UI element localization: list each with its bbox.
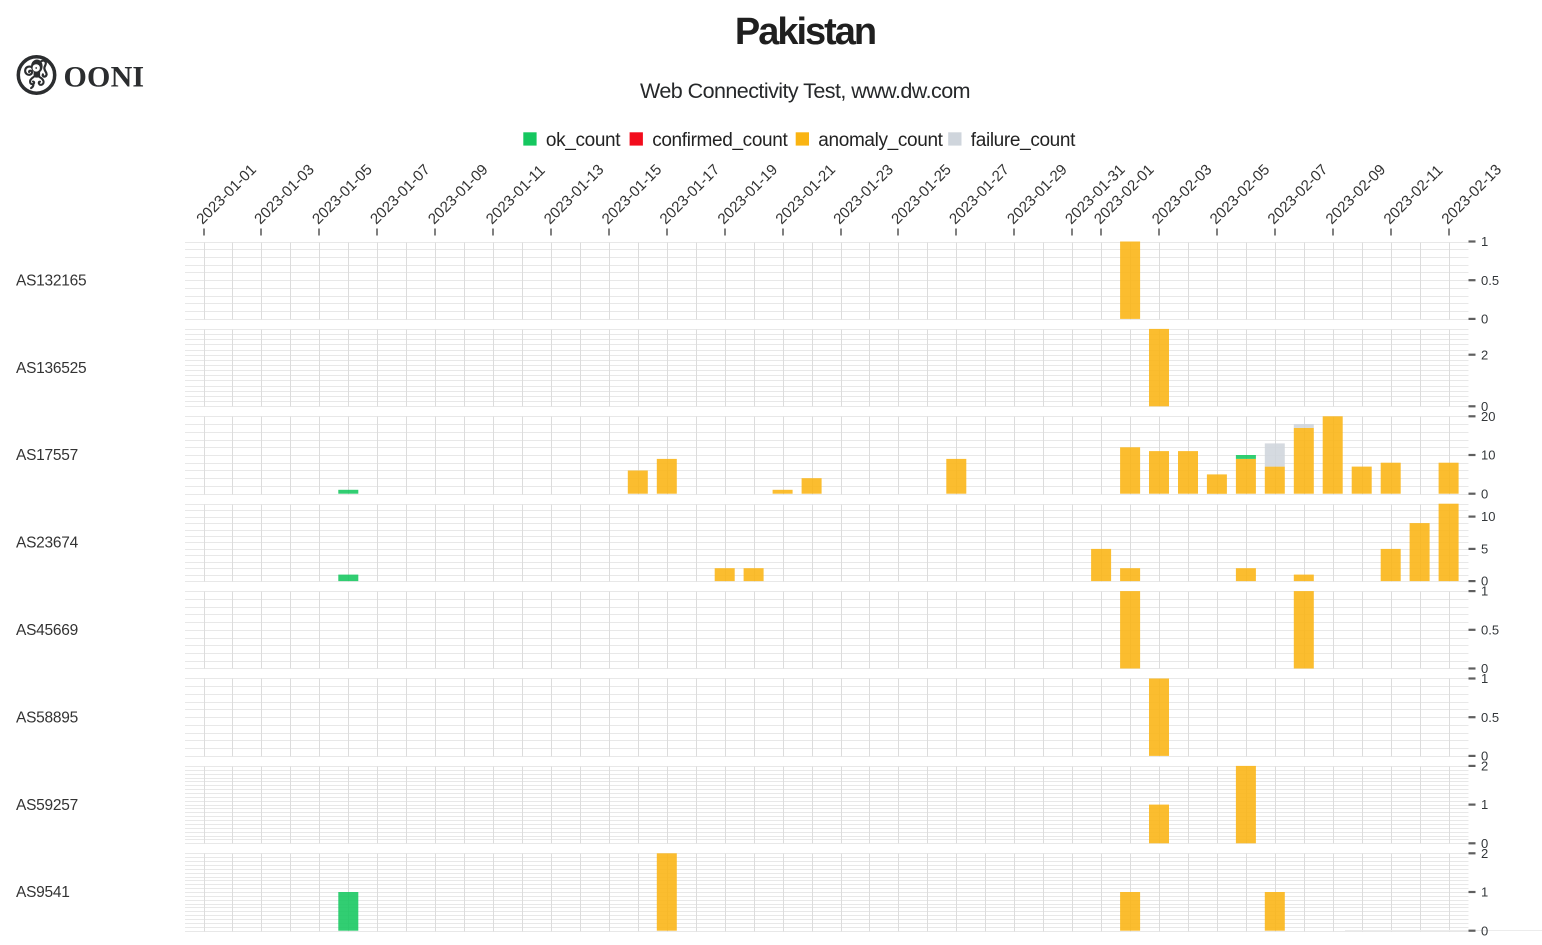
svg-text:2023-02-11: 2023-02-11 (1381, 162, 1447, 228)
svg-text:0.5: 0.5 (1481, 710, 1499, 725)
svg-text:AS58895: AS58895 (16, 709, 78, 726)
svg-text:20: 20 (1481, 409, 1495, 424)
svg-text:2023-01-09: 2023-01-09 (425, 161, 492, 228)
svg-text:0.5: 0.5 (1481, 622, 1499, 637)
svg-text:2023-01-01: 2023-01-01 (193, 161, 260, 228)
svg-text:2023-02-13: 2023-02-13 (1438, 161, 1505, 228)
svg-text:confirmed_count: confirmed_count (652, 130, 788, 151)
svg-text:1: 1 (1481, 885, 1488, 900)
svg-text:Pakistan: Pakistan (735, 11, 875, 53)
svg-text:10: 10 (1481, 448, 1495, 463)
svg-text:5: 5 (1481, 542, 1488, 557)
svg-text:ok_count: ok_count (546, 130, 621, 151)
svg-text:2: 2 (1481, 846, 1488, 861)
svg-text:2023-01-11: 2023-01-11 (483, 162, 549, 228)
svg-text:0: 0 (1481, 923, 1488, 938)
svg-text:AS136525: AS136525 (16, 360, 86, 377)
svg-text:AS132165: AS132165 (16, 272, 86, 289)
svg-text:AS17557: AS17557 (16, 447, 78, 464)
svg-text:2023-01-29: 2023-01-29 (1004, 161, 1071, 228)
svg-text:2023-01-13: 2023-01-13 (541, 161, 608, 228)
svg-text:AS9541: AS9541 (16, 884, 70, 901)
svg-text:0: 0 (1481, 749, 1488, 764)
svg-text:2: 2 (1481, 347, 1488, 362)
svg-text:0: 0 (1481, 312, 1488, 327)
svg-text:1: 1 (1481, 584, 1488, 599)
svg-text:0: 0 (1481, 661, 1488, 676)
svg-text:Web Connectivity Test, www.dw.: Web Connectivity Test, www.dw.com (640, 79, 970, 103)
svg-text:0: 0 (1481, 574, 1488, 589)
svg-text:2023-01-07: 2023-01-07 (367, 161, 434, 228)
svg-text:AS59257: AS59257 (16, 797, 78, 814)
svg-text:anomaly_count: anomaly_count (818, 130, 943, 151)
svg-text:2023-01-17: 2023-01-17 (657, 161, 724, 228)
svg-text:2: 2 (1481, 759, 1488, 774)
svg-text:0: 0 (1481, 486, 1488, 501)
svg-text:1: 1 (1481, 671, 1488, 686)
svg-text:1: 1 (1481, 234, 1488, 249)
svg-text:2023-01-19: 2023-01-19 (715, 161, 782, 228)
svg-text:2023-01-15: 2023-01-15 (599, 161, 666, 228)
svg-text:AS45669: AS45669 (16, 622, 78, 639)
svg-text:1: 1 (1481, 797, 1488, 812)
svg-text:2023-01-25: 2023-01-25 (888, 161, 955, 228)
svg-text:2023-01-23: 2023-01-23 (830, 161, 897, 228)
svg-text:failure_count: failure_count (971, 130, 1076, 151)
svg-text:10: 10 (1481, 509, 1495, 524)
svg-text:2023-01-21: 2023-01-21 (772, 161, 839, 228)
svg-text:0: 0 (1481, 836, 1488, 851)
svg-text:2023-02-09: 2023-02-09 (1323, 161, 1390, 228)
svg-text:2023-02-07: 2023-02-07 (1265, 161, 1332, 228)
svg-text:2023-01-27: 2023-01-27 (946, 161, 1013, 228)
svg-text:OONI: OONI (64, 61, 145, 94)
svg-text:2023-01-05: 2023-01-05 (309, 161, 376, 228)
svg-text:AS23674: AS23674 (16, 535, 79, 552)
svg-text:2023-02-03: 2023-02-03 (1149, 161, 1216, 228)
svg-text:0.5: 0.5 (1481, 273, 1499, 288)
svg-text:0: 0 (1481, 399, 1488, 414)
svg-text:2023-02-05: 2023-02-05 (1207, 161, 1274, 228)
svg-text:2023-01-03: 2023-01-03 (251, 161, 318, 228)
